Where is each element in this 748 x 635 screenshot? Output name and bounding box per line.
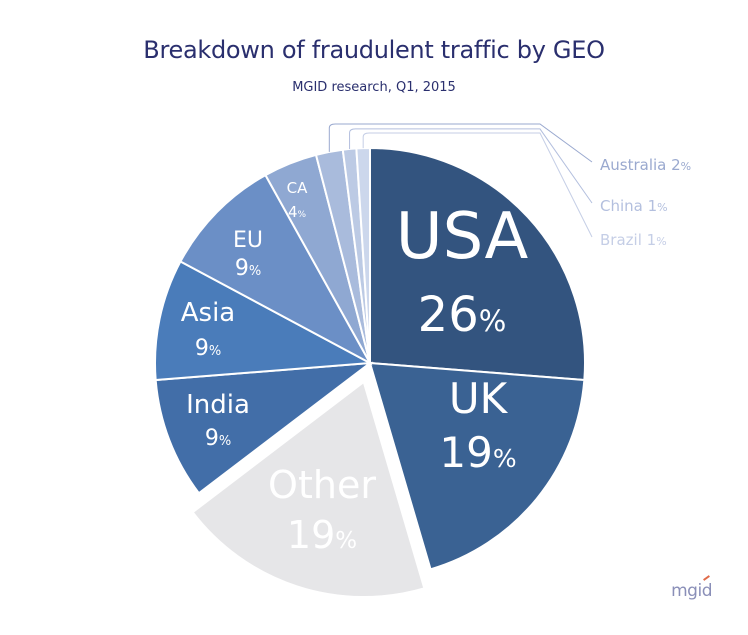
slice-label-australia: Australia 2% [600, 156, 691, 174]
slice-value-asia: 9% [195, 336, 221, 361]
chart-subtitle: MGID research, Q1, 2015 [292, 80, 456, 95]
pie-slice-india [154, 361, 374, 495]
pie-slice-asia [154, 260, 374, 382]
slice-label-brazil: Brazil 1% [600, 231, 667, 249]
slice-name-india: India [186, 390, 250, 420]
brand-text: mgid [671, 581, 712, 601]
leader-line-brazil [362, 132, 593, 238]
slice-name-usa: USA [396, 200, 529, 274]
slice-name-asia: Asia [181, 298, 236, 328]
slice-value-uk: 19% [439, 428, 516, 477]
pie-slice-uk [368, 361, 586, 571]
pie-slice-brazil [355, 146, 371, 364]
slice-name-uk: UK [449, 374, 509, 423]
slice-value-eu: 9% [235, 256, 261, 281]
slice-label-china: China 1% [600, 197, 668, 215]
pie-slice-eu [179, 173, 373, 366]
mgid-logo: mgid [671, 575, 712, 601]
slice-name-eu: EU [233, 228, 263, 253]
slice-value-usa: 26% [418, 287, 507, 343]
slice-value-other: 19% [287, 513, 357, 557]
slice-value-ca: 4% [288, 203, 307, 221]
slice-value-india: 9% [205, 426, 231, 451]
chart-title: Breakdown of fraudulent traffic by GEO [143, 36, 605, 64]
slice-name-ca: CA [287, 179, 308, 197]
leader-line-china [349, 128, 593, 204]
pie-slice-usa [369, 146, 586, 382]
slice-name-other: Other [268, 463, 376, 507]
leader-line-australia [328, 123, 593, 163]
pie-slice-other [191, 380, 426, 598]
